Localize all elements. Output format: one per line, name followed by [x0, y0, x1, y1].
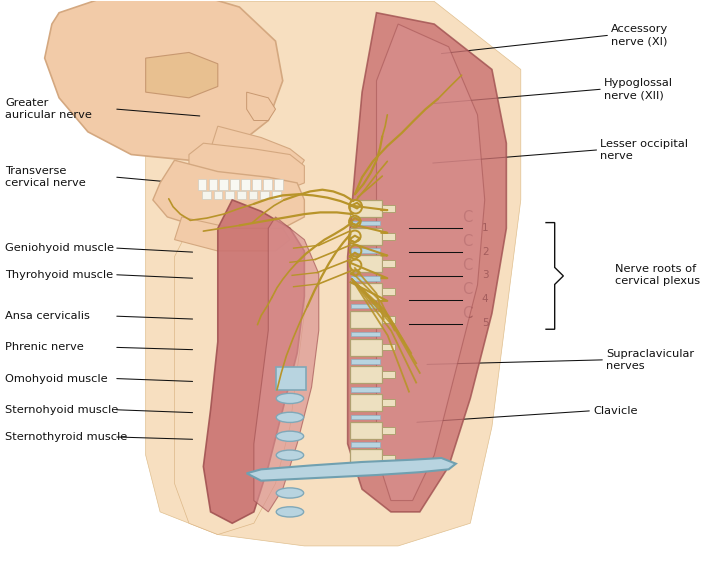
- Bar: [225, 191, 234, 199]
- Bar: [381, 344, 394, 351]
- Bar: [198, 180, 206, 190]
- Bar: [252, 180, 261, 190]
- Polygon shape: [210, 126, 304, 172]
- Polygon shape: [189, 143, 304, 189]
- Text: C: C: [462, 282, 472, 297]
- Ellipse shape: [276, 412, 304, 422]
- Text: C: C: [462, 210, 472, 226]
- Text: Sternohyoid muscle: Sternohyoid muscle: [5, 405, 118, 415]
- Bar: [351, 249, 380, 253]
- Polygon shape: [247, 458, 456, 481]
- Bar: [381, 260, 394, 267]
- Ellipse shape: [276, 507, 304, 517]
- Polygon shape: [376, 24, 485, 500]
- Text: Clavicle: Clavicle: [593, 406, 637, 416]
- Bar: [381, 288, 394, 295]
- Polygon shape: [348, 13, 506, 512]
- Text: 3: 3: [482, 270, 489, 280]
- Bar: [276, 367, 306, 390]
- Bar: [381, 233, 394, 239]
- Bar: [202, 191, 210, 199]
- Text: 4: 4: [482, 294, 489, 304]
- Bar: [263, 180, 272, 190]
- Text: Thyrohyoid muscle: Thyrohyoid muscle: [5, 270, 113, 280]
- Text: Hypoglossal
nerve (XII): Hypoglossal nerve (XII): [604, 78, 673, 100]
- Bar: [381, 399, 394, 406]
- Text: Accessory
nerve (XI): Accessory nerve (XI): [611, 24, 668, 47]
- Text: Omohyoid muscle: Omohyoid muscle: [5, 373, 107, 384]
- Bar: [351, 442, 380, 447]
- Bar: [260, 191, 269, 199]
- Polygon shape: [153, 160, 304, 234]
- Bar: [350, 255, 381, 272]
- Bar: [350, 367, 381, 383]
- Bar: [274, 180, 283, 190]
- Bar: [214, 191, 223, 199]
- Ellipse shape: [276, 393, 304, 404]
- Bar: [351, 276, 380, 280]
- Bar: [381, 205, 394, 212]
- Text: Sternothyroid muscle: Sternothyroid muscle: [5, 432, 128, 442]
- Text: Lesser occipital
nerve: Lesser occipital nerve: [600, 139, 688, 161]
- Bar: [209, 180, 218, 190]
- Polygon shape: [254, 217, 319, 512]
- Text: Phrenic nerve: Phrenic nerve: [5, 343, 84, 352]
- Bar: [350, 227, 381, 245]
- Bar: [241, 180, 250, 190]
- Polygon shape: [204, 200, 304, 523]
- Text: Supraclavicular
nerves: Supraclavicular nerves: [606, 349, 694, 371]
- Bar: [350, 394, 381, 411]
- Bar: [351, 332, 380, 336]
- Ellipse shape: [276, 450, 304, 460]
- Polygon shape: [175, 217, 290, 251]
- Polygon shape: [175, 200, 304, 535]
- Text: C: C: [462, 258, 472, 273]
- Bar: [350, 450, 381, 466]
- Bar: [350, 200, 381, 217]
- Polygon shape: [45, 0, 283, 160]
- Ellipse shape: [276, 488, 304, 498]
- Ellipse shape: [276, 469, 304, 479]
- Bar: [231, 180, 239, 190]
- Bar: [381, 316, 394, 323]
- Bar: [350, 311, 381, 328]
- Polygon shape: [146, 52, 218, 98]
- Ellipse shape: [276, 431, 304, 441]
- Polygon shape: [146, 1, 521, 546]
- Text: Ansa cervicalis: Ansa cervicalis: [5, 311, 90, 321]
- Text: 1: 1: [482, 223, 489, 233]
- Text: C: C: [462, 234, 472, 249]
- Bar: [272, 191, 281, 199]
- Polygon shape: [247, 92, 276, 120]
- Text: Geniohyoid muscle: Geniohyoid muscle: [5, 243, 114, 253]
- Bar: [381, 455, 394, 461]
- Text: Transverse
cervical nerve: Transverse cervical nerve: [5, 166, 86, 189]
- Bar: [350, 422, 381, 439]
- Text: Nerve roots of
cervical plexus: Nerve roots of cervical plexus: [615, 263, 700, 286]
- Bar: [350, 339, 381, 356]
- Bar: [249, 191, 257, 199]
- Bar: [350, 283, 381, 300]
- Text: C: C: [462, 306, 472, 321]
- Bar: [351, 221, 380, 225]
- Bar: [381, 372, 394, 378]
- Bar: [237, 191, 246, 199]
- Text: 2: 2: [482, 247, 489, 256]
- Bar: [351, 415, 380, 420]
- Bar: [381, 427, 394, 434]
- Bar: [351, 387, 380, 392]
- Bar: [220, 180, 228, 190]
- Bar: [351, 304, 380, 308]
- Text: 5: 5: [482, 318, 489, 328]
- Bar: [351, 359, 380, 364]
- Text: Greater
auricular nerve: Greater auricular nerve: [5, 98, 92, 120]
